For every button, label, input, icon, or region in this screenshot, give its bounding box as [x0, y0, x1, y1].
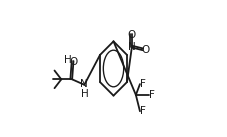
Text: F: F	[140, 105, 146, 115]
Text: F: F	[140, 79, 146, 89]
Text: N: N	[128, 42, 135, 52]
Text: H: H	[81, 89, 89, 99]
Text: O: O	[69, 57, 78, 67]
Text: N: N	[80, 79, 88, 89]
Text: F: F	[150, 90, 155, 100]
Text: O: O	[141, 45, 150, 55]
Text: O: O	[128, 30, 136, 40]
Text: H: H	[64, 55, 71, 65]
